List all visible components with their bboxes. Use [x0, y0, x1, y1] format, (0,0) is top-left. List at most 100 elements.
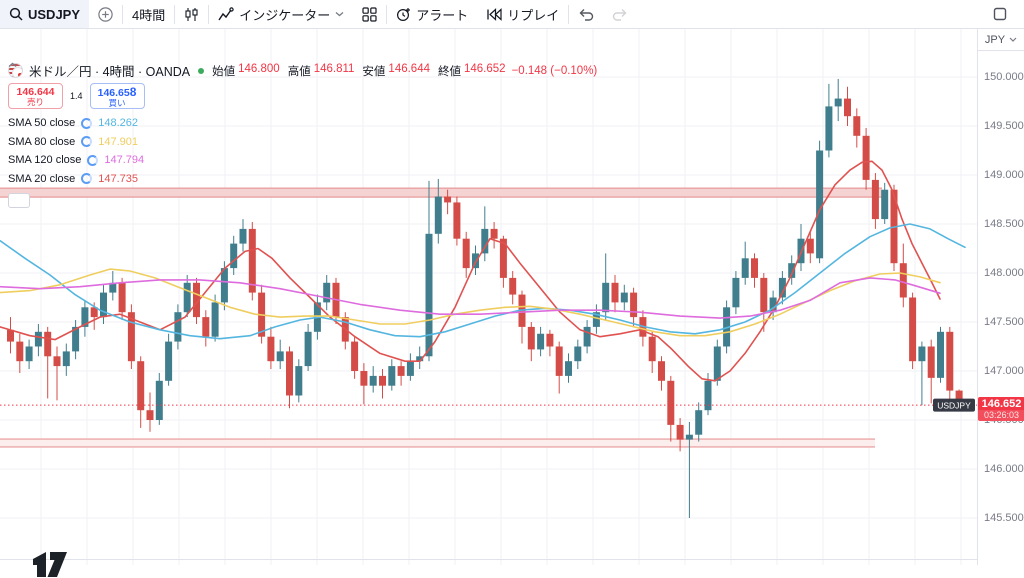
compare-add-symbol-button[interactable]	[89, 0, 122, 28]
candle	[146, 392, 154, 432]
candle	[527, 322, 535, 362]
order-panel: 146.644 売り 1.4 146.658 買い	[8, 83, 597, 109]
candle	[425, 180, 433, 362]
candle	[193, 277, 200, 324]
loading-icon	[81, 136, 93, 148]
candle	[862, 127, 870, 190]
candle	[137, 356, 145, 428]
axis-tick: 148.500	[984, 218, 1024, 230]
candle	[53, 346, 61, 401]
sma-20-line	[0, 160, 941, 382]
symbol-title: 米ドル／円 · 4時間 · OANDA	[29, 65, 191, 79]
replay-label: リプレイ	[507, 7, 560, 23]
price-chart-svg[interactable]: USDJPY	[0, 29, 977, 565]
candle	[630, 287, 638, 327]
candle	[109, 271, 117, 301]
candle	[769, 290, 777, 321]
candle	[648, 331, 656, 373]
support-zone[interactable]	[0, 438, 875, 448]
candle	[100, 284, 107, 324]
candle	[481, 206, 489, 262]
candle	[267, 326, 275, 370]
candle	[462, 231, 470, 278]
candle	[62, 343, 70, 376]
symbol-name: USDJPY	[28, 6, 81, 22]
indicator-row-sma80[interactable]: SMA 80 close 147.901	[8, 135, 139, 148]
plus-circle-icon	[98, 6, 113, 22]
candle	[853, 108, 861, 148]
candle	[174, 304, 182, 350]
candle	[211, 294, 219, 342]
candle	[369, 366, 377, 393]
toolbar-separator	[174, 4, 176, 24]
top-toolbar: USDJPY 4時間 インジケーター アラート	[0, 0, 1024, 29]
candle	[276, 339, 284, 370]
toolbar-separator	[568, 4, 570, 24]
replay-button[interactable]: リプレイ	[477, 0, 568, 28]
axis-tick: 146.000	[984, 463, 1024, 475]
candle	[518, 290, 526, 344]
symbol-search-button[interactable]: USDJPY	[0, 0, 90, 28]
close-label: 終値	[438, 65, 461, 78]
candle	[379, 369, 386, 399]
alert-button[interactable]: アラート	[387, 0, 477, 28]
axis-tick: 150.000	[984, 71, 1024, 83]
open-value: 146.800	[238, 62, 280, 75]
replay-rewind-icon	[486, 7, 502, 21]
toolbar-separator	[122, 4, 124, 24]
legend-collapse-button[interactable]	[8, 62, 30, 208]
candle	[695, 402, 703, 442]
candle	[899, 243, 907, 308]
indicators-button[interactable]: インジケーター	[209, 0, 353, 28]
change-value: −0.148 (−0.10%)	[511, 64, 598, 77]
candle	[472, 245, 479, 275]
candle	[202, 310, 210, 347]
candle	[732, 271, 740, 315]
redo-button[interactable]	[603, 0, 637, 28]
indicator-row-sma50[interactable]: SMA 50 close 148.262	[8, 117, 139, 130]
close-value: 146.652	[464, 62, 506, 75]
sell-button[interactable]: 146.644 売り	[8, 83, 63, 109]
chart-pane[interactable]: USDJPY 米ドル／円 · 4時間 · OANDA 始値 146.800 高値 1…	[0, 29, 977, 577]
usdjpy-flag-icon	[8, 63, 23, 78]
candle	[909, 292, 917, 370]
candle	[118, 277, 126, 321]
undo-button[interactable]	[569, 0, 603, 28]
candle	[16, 333, 24, 373]
candle	[388, 359, 396, 391]
buy-button[interactable]: 146.658 買い	[89, 83, 145, 109]
candle	[25, 339, 33, 370]
timeframe-button[interactable]: 4時間	[123, 0, 174, 28]
candle	[816, 140, 824, 264]
current-price: 146.652	[981, 398, 1022, 411]
candle	[602, 253, 610, 321]
candle	[304, 323, 312, 371]
spread-value: 1.4	[70, 91, 83, 101]
low-value: 146.644	[388, 62, 430, 75]
fullscreen-button[interactable]	[984, 0, 1016, 28]
candle	[611, 274, 619, 313]
chart-style-button[interactable]	[175, 0, 208, 28]
indicator-row-sma20[interactable]: SMA 20 close 147.735	[8, 172, 139, 185]
bar-countdown: 03:26:03	[978, 410, 1024, 422]
symbol-title-row[interactable]: 米ドル／円 · 4時間 · OANDA 始値 146.800 高値 146.811 …	[8, 62, 597, 79]
candle	[127, 304, 135, 370]
candle	[453, 196, 461, 246]
candle	[741, 241, 749, 285]
candle	[286, 346, 293, 409]
current-price-label[interactable]: 146.652 03:26:03	[978, 397, 1024, 422]
sma-80-line	[0, 268, 941, 337]
candle	[685, 421, 693, 518]
indicator-row-sma120[interactable]: SMA 120 close 147.794	[8, 154, 145, 167]
layout-templates-button[interactable]	[353, 0, 386, 28]
candle	[34, 323, 42, 357]
candle	[546, 329, 554, 357]
chevron-down-icon	[335, 11, 344, 17]
price-axis[interactable]: JPY 150.000 149.500 149.000 148.500 148.000 1…	[977, 29, 1024, 565]
undo-arrow-icon	[578, 8, 594, 21]
axis-tick: 148.000	[984, 267, 1024, 279]
candle	[658, 356, 665, 391]
candle	[946, 326, 954, 401]
sma-120-line	[0, 277, 941, 319]
currency-selector[interactable]: JPY	[978, 29, 1024, 51]
